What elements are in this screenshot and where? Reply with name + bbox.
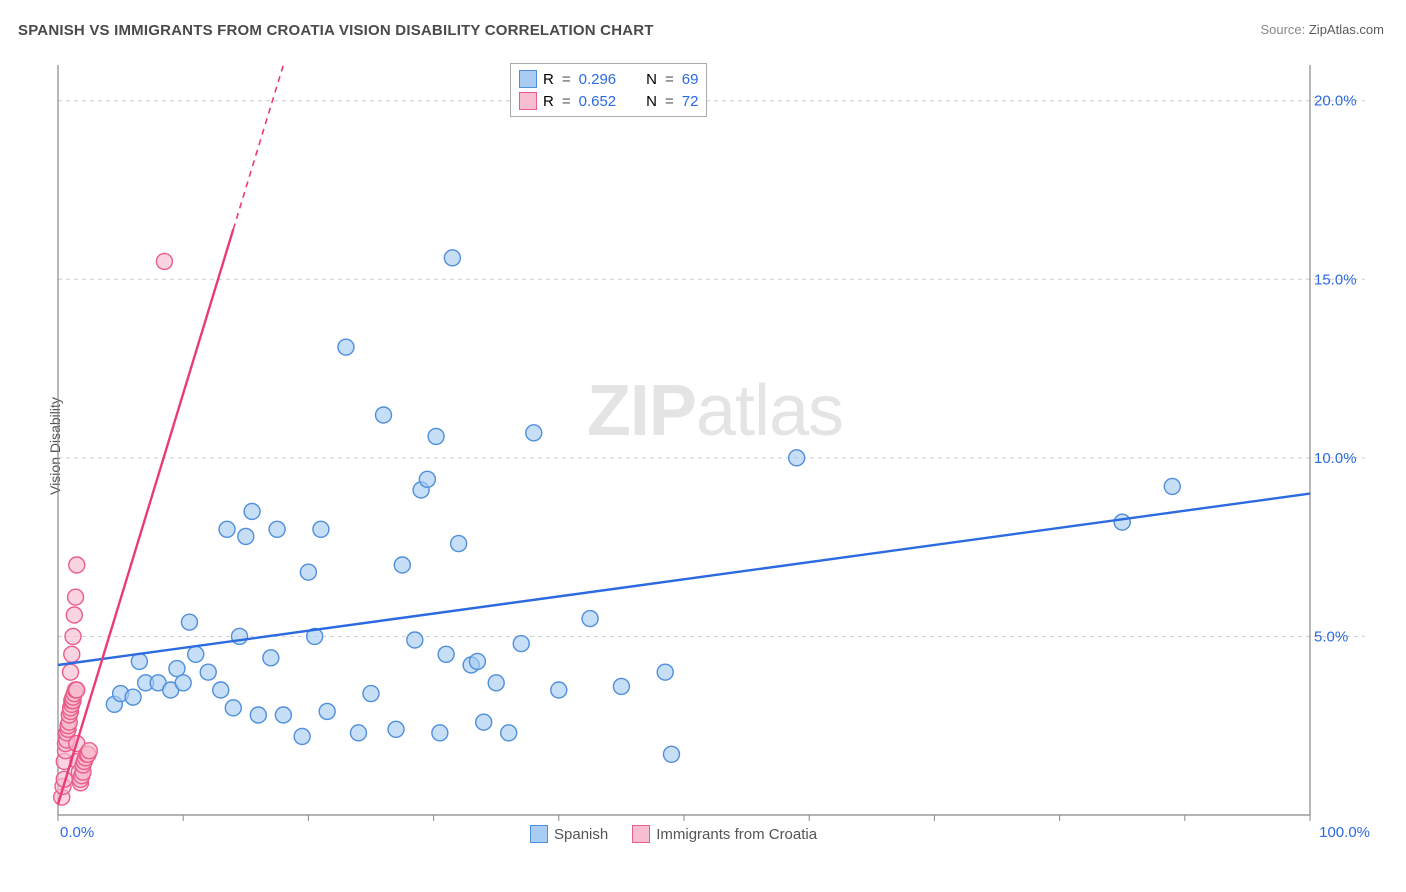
legend-r-value: 0.652	[579, 93, 617, 110]
svg-text:100.0%: 100.0%	[1319, 824, 1370, 841]
chart-title: SPANISH VS IMMIGRANTS FROM CROATIA VISIO…	[18, 22, 654, 39]
legend-r-value: 0.296	[579, 71, 617, 88]
plot-area: 5.0%10.0%15.0%20.0%0.0%100.0% ZIPatlas R…	[50, 55, 1380, 845]
legend-series-label: Immigrants from Croatia	[656, 826, 817, 843]
legend-swatch	[519, 92, 537, 110]
legend-eq: =	[562, 71, 571, 88]
legend-n-value: 69	[682, 71, 699, 88]
legend-eq: =	[665, 71, 674, 88]
legend-series-item: Immigrants from Croatia	[632, 825, 817, 843]
svg-text:0.0%: 0.0%	[60, 824, 94, 841]
legend-n-value: 72	[682, 93, 699, 110]
legend-swatch	[519, 70, 537, 88]
source-label: Source:	[1260, 22, 1308, 37]
legend-stats-row: R = 0.652 N = 72	[519, 90, 698, 112]
legend-n-label: N	[646, 93, 657, 110]
svg-text:20.0%: 20.0%	[1314, 93, 1357, 110]
legend-stats-row: R = 0.296 N = 69	[519, 68, 698, 90]
svg-text:10.0%: 10.0%	[1314, 450, 1357, 467]
legend-r-label: R	[543, 71, 554, 88]
legend-swatch	[632, 825, 650, 843]
legend-eq: =	[562, 93, 571, 110]
legend-r-label: R	[543, 93, 554, 110]
source-attribution: Source: ZipAtlas.com	[1260, 22, 1384, 37]
svg-text:5.0%: 5.0%	[1314, 628, 1348, 645]
svg-text:15.0%: 15.0%	[1314, 271, 1357, 288]
legend-series: Spanish Immigrants from Croatia	[530, 825, 817, 843]
source-value: ZipAtlas.com	[1309, 22, 1384, 37]
legend-swatch	[530, 825, 548, 843]
legend-eq: =	[665, 93, 674, 110]
legend-stats: R = 0.296 N = 69 R = 0.652 N = 72	[510, 63, 707, 117]
chart-svg: 5.0% 10.0% 15.0% 20.0% 0.0% 100.0%	[50, 55, 1380, 845]
legend-series-label: Spanish	[554, 826, 608, 843]
legend-series-item: Spanish	[530, 825, 608, 843]
legend-n-label: N	[646, 71, 657, 88]
